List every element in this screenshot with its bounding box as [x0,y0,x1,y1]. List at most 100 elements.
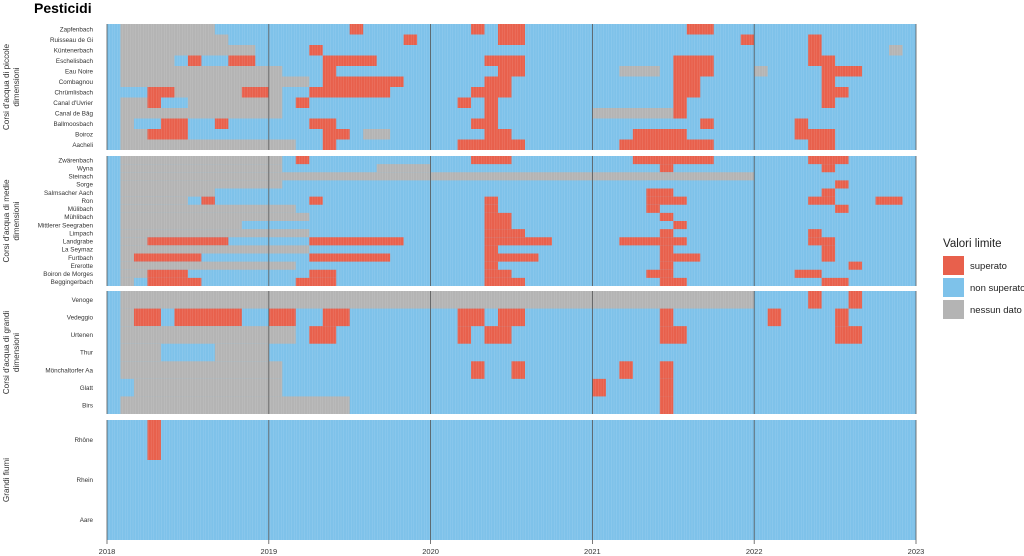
cell-exceeded [484,212,512,221]
cell-no-data [120,76,310,87]
cell-exceeded [632,156,714,165]
x-tick-label: 2019 [260,547,277,556]
cell-exceeded [659,308,674,327]
cell-exceeded [835,326,863,344]
cell-exceeded [484,277,525,286]
facet-label: Corsi d'acqua di grandi dimensioni [2,311,21,395]
cell-exceeded [309,237,404,246]
cell-no-data [120,269,148,278]
cell-no-data [120,24,215,35]
cell-exceeded [498,34,525,45]
cell-exceeded [349,24,364,35]
cell-exceeded [808,229,822,238]
cell-no-data [187,97,283,108]
facet-label-line: dimensioni [12,201,21,240]
cell-no-data [120,180,283,189]
cell-exceeded [457,326,472,344]
x-tick-label: 2018 [99,547,116,556]
cell-exceeded [808,237,836,246]
row-label: Combagnou [59,79,94,86]
cell-texture [106,291,916,414]
cell-exceeded [147,269,188,278]
row-label: Ballmoosbach [53,121,93,128]
cell-exceeded [808,156,849,165]
cell-exceeded [457,308,485,327]
row-label: Steinach [68,174,93,181]
legend: Valori limite superato non superato nessun… [943,238,1024,319]
row-label: Mönchaltorfer Aa [45,367,93,374]
row-label: Boiroz [75,131,93,138]
cell-exceeded [484,108,499,119]
row-label: Küntenerbach [54,47,94,54]
cell-exceeded [592,378,606,397]
cell-exceeded [740,34,755,45]
cell-exceeded [632,129,687,140]
cell-exceeded [646,269,674,278]
cell-exceeded [646,188,674,197]
row-label: La Seymaz [62,247,94,254]
cell-exceeded [471,87,512,98]
cell-exceeded [848,261,863,270]
cell-no-data [120,156,283,165]
row-label: Rhône [74,437,93,444]
cell-exceeded [619,237,687,246]
cell-exceeded [295,97,310,108]
cell-exceeded [821,188,836,197]
cell-exceeded [214,118,229,129]
cell-texture [106,420,916,540]
cell-exceeded [808,45,822,56]
cell-no-data [120,261,296,270]
cell-exceeded [322,66,337,77]
cell-exceeded [821,66,863,77]
cell-no-data [120,129,148,140]
cell-exceeded [484,55,525,66]
row-label: Aare [80,517,94,524]
cell-exceeded [322,129,350,140]
x-axis: 2018 2019 2020 2021 2022 2023 [99,540,924,556]
cell-no-data [889,45,903,56]
row-label: Canal de Bâg [55,110,94,117]
cell-exceeded [646,196,687,205]
cell-no-data [120,291,755,309]
cell-exceeded [133,253,202,262]
cell-exceeded [673,108,687,119]
cell-exceeded [309,253,391,262]
cell-no-data [120,172,755,181]
cell-exceeded [457,139,525,150]
year-gridlines [106,24,917,540]
cell-exceeded [619,361,633,379]
cell-exceeded [309,118,337,129]
cell-exceeded [471,361,485,379]
row-label: Mülibach [68,206,94,213]
legend-title: Valori limite [943,238,1002,250]
cell-exceeded [821,245,836,254]
facet-labels: Corsi d'acqua di piccole dimensioniCorsi … [2,43,21,502]
cell-exceeded [322,139,337,150]
cell-exceeded [821,277,849,286]
cell-exceeded [659,245,674,254]
cell-no-data [133,378,283,397]
cell-exceeded [147,237,229,246]
row-label: Zapfenbach [60,26,94,33]
row-label: Rhein [77,477,94,484]
cell-exceeded [511,361,525,379]
cell-no-data [619,66,660,77]
x-tick-label: 2021 [584,547,601,556]
cell-no-data [120,188,215,197]
row-label: Vedeggio [67,315,94,322]
cell-exceeded [295,277,337,286]
cell-exceeded [268,308,296,327]
row-label: Furtbach [68,255,93,262]
cell-exceeded [659,253,701,262]
cell-no-data [754,66,768,77]
cell-no-data [363,129,391,140]
row-label: Mühlibach [64,214,93,221]
cell-exceeded [484,237,552,246]
row-label: Limpach [69,230,93,237]
legend-swatch [943,278,964,297]
row-label: Venoge [72,297,94,304]
cell-exceeded [659,361,674,379]
row-label: Beggingerbach [51,279,94,286]
row-label: Sorge [76,182,93,189]
cell-exceeded [228,55,256,66]
